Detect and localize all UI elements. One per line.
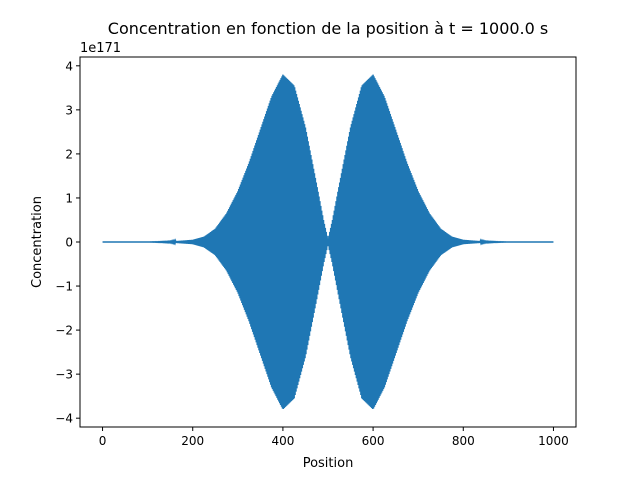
x-axis-ticks: 0 200 400 600 800 1000 — [99, 427, 569, 448]
y-tick-label: 3 — [65, 103, 73, 117]
x-tick-label: 400 — [271, 434, 294, 448]
y-tick-label: 1 — [65, 191, 73, 205]
y-tick-label: 0 — [65, 236, 73, 250]
y-tick-label: −1 — [55, 280, 73, 294]
chart-title: Concentration en fonction de la position… — [108, 19, 548, 38]
axes-frame — [79, 56, 577, 428]
y-tick-label: −4 — [55, 412, 73, 426]
x-tick-label: 1000 — [538, 434, 569, 448]
x-tick-label: 0 — [99, 434, 107, 448]
y-axis-label: Concentration — [30, 196, 45, 288]
y-tick-label: 2 — [65, 147, 73, 161]
plot-area — [102, 74, 554, 409]
y-tick-label: −2 — [55, 324, 73, 338]
y-tick-label: 4 — [65, 59, 73, 73]
y-tick-label: −3 — [55, 368, 73, 382]
x-axis-label: Position — [303, 456, 354, 471]
x-tick-label: 800 — [452, 434, 475, 448]
y-axis-ticks: −4 −3 −2 −1 0 1 2 3 4 — [55, 59, 80, 426]
series-line — [102, 74, 554, 409]
x-tick-label: 600 — [362, 434, 385, 448]
y-axis-offset-label: 1e171 — [80, 41, 121, 56]
x-tick-label: 200 — [181, 434, 204, 448]
